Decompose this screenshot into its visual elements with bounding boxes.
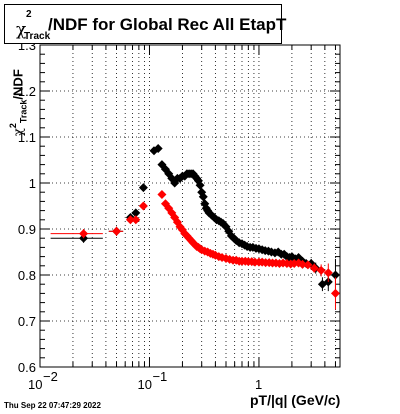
ylabel-subscript: Track <box>18 99 29 124</box>
timestamp: Thu Sep 22 07:47:29 2022 <box>4 401 101 410</box>
ylabel-superscript: 2 <box>8 123 18 129</box>
y-tick-label: 0.8 <box>18 268 36 283</box>
series-red <box>50 190 340 310</box>
x-tick-exponent: −2 <box>43 369 58 384</box>
chart-title-box: χ 2 Track /NDF for Global Rec All EtapT <box>4 4 286 44</box>
data-series <box>50 144 340 310</box>
y-tick-label: 0.7 <box>18 314 36 329</box>
plot-frame <box>39 44 341 368</box>
chart-title: /NDF for Global Rec All EtapT <box>48 15 287 34</box>
data-point <box>157 190 167 199</box>
data-point <box>138 201 148 211</box>
data-point <box>298 259 308 269</box>
y-tick-label: 1.1 <box>18 130 36 145</box>
title-symbol: χ <box>16 20 27 40</box>
title-superscript: 2 <box>26 9 32 20</box>
data-point <box>125 215 135 225</box>
ylabel-symbol: χ <box>11 128 27 136</box>
title-subscript: Track <box>24 31 51 42</box>
series-black <box>50 144 340 292</box>
data-point <box>309 263 319 273</box>
data-point <box>79 229 89 239</box>
data-point <box>138 183 148 193</box>
grid-lines <box>39 44 340 368</box>
ylabel-text: /NDF <box>10 69 26 100</box>
y-tick-label: 1 <box>29 176 36 191</box>
data-point <box>323 268 333 278</box>
data-point <box>330 288 340 298</box>
x-axis-label: pT/|q| (GeV/c) <box>250 392 341 408</box>
data-point <box>316 265 326 275</box>
axes-frame <box>39 44 341 368</box>
x-tick-label: 1 <box>255 377 262 392</box>
data-point <box>330 270 340 280</box>
y-tick-label: 1.2 <box>18 84 36 99</box>
x-tick-exponent: −1 <box>152 369 167 384</box>
y-tick-label: 0.9 <box>18 222 36 237</box>
data-point <box>131 215 141 225</box>
data-point <box>112 226 122 236</box>
y-axis-label: χ2Track/NDF <box>6 69 58 140</box>
data-point <box>303 260 313 270</box>
x-tick-label: 10 <box>28 377 42 392</box>
data-point <box>153 144 163 153</box>
data-point <box>198 192 208 202</box>
y-tick-label: 0.6 <box>18 360 36 375</box>
data-point <box>131 208 141 218</box>
data-point <box>195 180 205 190</box>
x-tick-label: 10 <box>137 377 151 392</box>
